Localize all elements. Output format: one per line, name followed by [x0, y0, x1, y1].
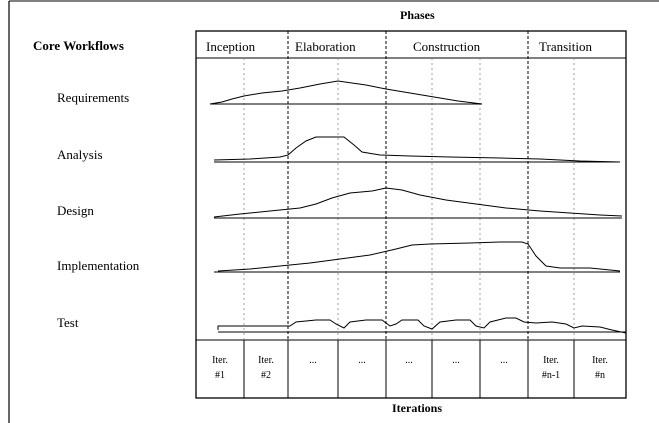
- phase-label-transition: Transition: [539, 39, 592, 54]
- workflow-curve-requirements: [209, 80, 483, 105]
- iteration-cell-4-line1: ...: [358, 355, 366, 366]
- phase-label-elaboration: Elaboration: [295, 39, 356, 54]
- workflow-curve-test: [217, 317, 627, 334]
- iteration-cell-7-line1: ...: [500, 355, 508, 366]
- phase-label-construction: Construction: [413, 39, 481, 54]
- workflow-curve-implementation: [214, 241, 621, 273]
- iteration-cell-1-line2: #1: [215, 370, 225, 381]
- iterations-title: Iterations: [392, 401, 442, 415]
- workflow-label-design: Design: [57, 203, 94, 218]
- iteration-cell-1-line1: Iter.: [212, 355, 228, 366]
- iteration-cell-1: Iter. #1: [196, 353, 244, 383]
- iteration-cell-lines: [243, 340, 575, 398]
- iteration-cell-6: ...: [432, 353, 480, 368]
- iteration-cell-3: ...: [288, 353, 338, 368]
- iteration-cell-8: Iter. #n-1: [528, 353, 574, 383]
- iteration-guides: [243, 58, 575, 340]
- iteration-cell-8-line1: Iter.: [543, 355, 559, 366]
- iteration-cell-6-line1: ...: [452, 355, 460, 366]
- workflow-curve-analysis: [213, 136, 621, 163]
- iteration-cell-2: Iter. #2: [244, 353, 288, 383]
- iteration-cell-9: Iter. #n: [574, 353, 626, 383]
- iteration-cell-3-line1: ...: [309, 355, 317, 366]
- iteration-cell-9-line2: #n: [595, 370, 605, 381]
- iteration-cell-5: ...: [386, 353, 432, 368]
- iteration-cell-7: ...: [480, 353, 528, 368]
- phase-label-inception: Inception: [206, 39, 256, 54]
- iteration-cell-9-line1: Iter.: [592, 355, 608, 366]
- iteration-cell-5-line1: ...: [405, 355, 413, 366]
- core-workflows-title: Core Workflows: [33, 38, 124, 53]
- workflow-label-test: Test: [57, 315, 79, 330]
- workflow-curve-design: [213, 187, 623, 219]
- grid-box: [195, 30, 627, 399]
- phase-boundaries: [287, 31, 529, 340]
- iteration-cell-8-line2: #n-1: [541, 370, 561, 381]
- workflow-label-implementation: Implementation: [57, 258, 140, 273]
- workflow-label-analysis: Analysis: [57, 147, 103, 162]
- iteration-cell-2-line1: Iter.: [258, 355, 274, 366]
- workflow-label-requirements: Requirements: [57, 90, 130, 105]
- phases-title: Phases: [400, 8, 435, 22]
- iteration-cell-4: ...: [338, 353, 386, 368]
- iteration-cell-2-line2: #2: [261, 370, 271, 381]
